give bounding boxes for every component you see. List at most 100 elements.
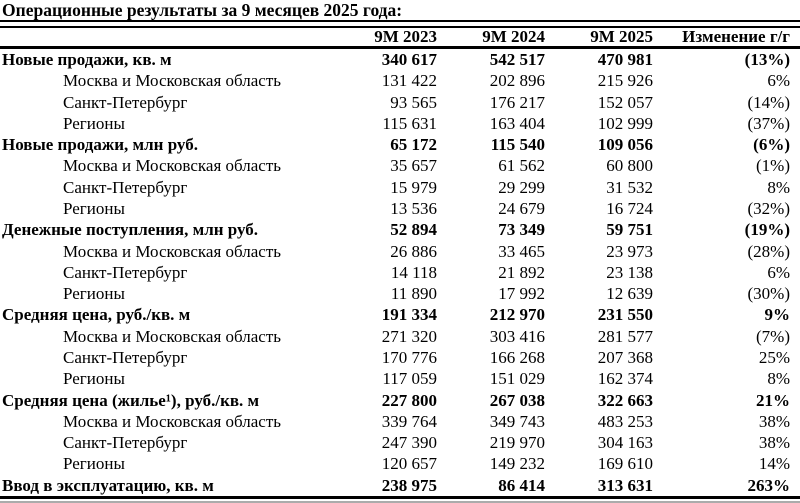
cell-change-yoy: 263% [653,474,800,499]
table-row-sub: Регионы 13 536 24 679 16 724 (32%) [0,198,800,219]
row-label: Москва и Московская область [63,411,281,431]
cell-9m2024: 17 992 [498,284,545,304]
table-row-section: Ввод в эксплуатацию, кв. м 238 975 86 414 3… [0,474,800,499]
cell-9m2023: 131 422 [381,71,437,91]
row-label: Денежные поступления, млн руб. [2,220,259,240]
cell-change-yoy: 8% [767,177,790,197]
page-title: Операционные результаты за 9 месяцев 202… [0,1,800,22]
cell-change-yoy: (37%) [747,113,790,133]
cell-9m2025: 313 631 [545,474,653,499]
cell-9m2025: 169 610 [597,454,653,474]
cell-9m2025: 16 724 [606,198,653,218]
page-bottom-divider [0,500,800,503]
cell-change-yoy: (7%) [756,326,790,346]
cell-change-yoy: 6% [767,262,790,282]
row-label: Регионы [63,369,125,389]
cell-9m2025: 109 056 [597,135,653,155]
cell-9m2023: 238 975 [350,474,437,499]
header-cell-9m2025: 9М 2025 [545,27,653,49]
row-label: Регионы [63,113,125,133]
header-row: 9М 2023 9М 2024 9М 2025 Изменение г/г [0,27,800,49]
header-cell-9m2024: 9М 2024 [437,27,545,49]
table-row-sub: Санкт-Петербург 247 390 219 970 304 163 38% [0,432,800,453]
cell-change-yoy: 25% [758,347,790,367]
table-row-sub: Санкт-Петербург 170 776 166 268 207 368 25% [0,347,800,368]
cell-9m2024: 202 896 [489,71,545,91]
table-row-section: Средняя цена, руб./кв. м 191 334 212 970 23… [0,304,800,325]
row-label: Регионы [63,284,125,304]
table-row-section: Новые продажи, кв. м 340 617 542 517 470 98… [0,48,800,71]
cell-9m2023: 191 334 [381,305,437,325]
cell-change-yoy: (1%) [756,156,790,176]
cell-9m2023: 93 565 [390,92,437,112]
row-label: Москва и Московская область [63,71,281,91]
row-label: Санкт-Петербург [63,177,188,197]
cell-9m2024: 542 517 [489,50,545,69]
cell-9m2024: 267 038 [489,390,545,410]
row-label: Санкт-Петербург [63,92,188,112]
row-label: Санкт-Петербург [63,262,188,282]
cell-change-yoy: (13%) [744,50,790,69]
cell-9m2025: 304 163 [597,433,653,453]
cell-9m2023: 247 390 [381,433,437,453]
cell-9m2024: 151 029 [489,369,545,389]
table-row-section: Денежные поступления, млн руб. 52 894 73 3… [0,219,800,240]
cell-9m2025: 281 577 [597,326,653,346]
table-row-sub: Санкт-Петербург 93 565 176 217 152 057 (14%) [0,92,800,113]
row-label: Новые продажи, кв. м [2,50,172,69]
cell-change-yoy: 8% [767,369,790,389]
row-label: Санкт-Петербург [63,347,188,367]
cell-change-yoy: (32%) [747,198,790,218]
cell-9m2025: 470 981 [597,50,653,69]
operational-results-table: 9М 2023 9М 2024 9М 2025 Изменение г/г Но… [0,26,800,499]
cell-change-yoy: 14% [758,454,790,474]
cell-9m2025: 215 926 [597,71,653,91]
cell-9m2024: 115 540 [490,135,545,155]
cell-9m2024: 24 679 [498,198,545,218]
cell-9m2023: 26 886 [390,241,437,261]
header-cell-9m2023: 9М 2023 [350,27,437,49]
table-row-sub: Москва и Московская область 131 422 202 89… [0,70,800,91]
cell-9m2023: 35 657 [390,156,437,176]
row-label: Санкт-Петербург [63,433,188,453]
cell-change-yoy: (6%) [753,135,790,155]
cell-9m2023: 52 894 [390,220,437,240]
table-row-sub: Москва и Московская область 35 657 61 562 6… [0,155,800,176]
table-header: 9М 2023 9М 2024 9М 2025 Изменение г/г [0,27,800,49]
cell-change-yoy: 38% [758,433,790,453]
row-label: Новые продажи, млн руб. [2,135,198,155]
cell-9m2023: 227 800 [381,390,437,410]
cell-9m2023: 340 617 [381,50,437,69]
cell-9m2024: 149 232 [489,454,545,474]
cell-9m2023: 271 320 [381,326,437,346]
cell-9m2024: 219 970 [489,433,545,453]
row-label: Москва и Московская область [63,156,281,176]
row-label: Ввод в эксплуатацию, кв. м [0,474,350,499]
cell-9m2025: 207 368 [597,347,653,367]
cell-9m2023: 13 536 [390,198,437,218]
cell-9m2025: 31 532 [606,177,653,197]
table-body: Новые продажи, кв. м 340 617 542 517 470 98… [0,48,800,499]
cell-9m2025: 152 057 [597,92,653,112]
cell-9m2025: 102 999 [597,113,653,133]
row-label: Регионы [63,454,125,474]
table-row-sub: Регионы 11 890 17 992 12 639 (30%) [0,283,800,304]
cell-9m2024: 61 562 [498,156,545,176]
table-row-sub: Москва и Московская область 339 764 349 74… [0,411,800,432]
table-row-sub: Москва и Московская область 26 886 33 465 2… [0,241,800,262]
cell-change-yoy: 21% [756,390,790,410]
cell-9m2024: 86 414 [437,474,545,499]
cell-9m2025: 231 550 [597,305,653,325]
row-label: Регионы [63,198,125,218]
row-label: Москва и Московская область [63,241,281,261]
cell-9m2025: 162 374 [597,369,653,389]
cell-9m2025: 322 663 [597,390,653,410]
cell-change-yoy: 38% [758,411,790,431]
cell-change-yoy: (28%) [747,241,790,261]
cell-9m2024: 29 299 [498,177,545,197]
cell-9m2024: 73 349 [498,220,545,240]
cell-change-yoy: 6% [767,71,790,91]
cell-9m2025: 60 800 [606,156,653,176]
row-label: Средняя цена (жилье¹), руб./кв. м [2,390,260,410]
